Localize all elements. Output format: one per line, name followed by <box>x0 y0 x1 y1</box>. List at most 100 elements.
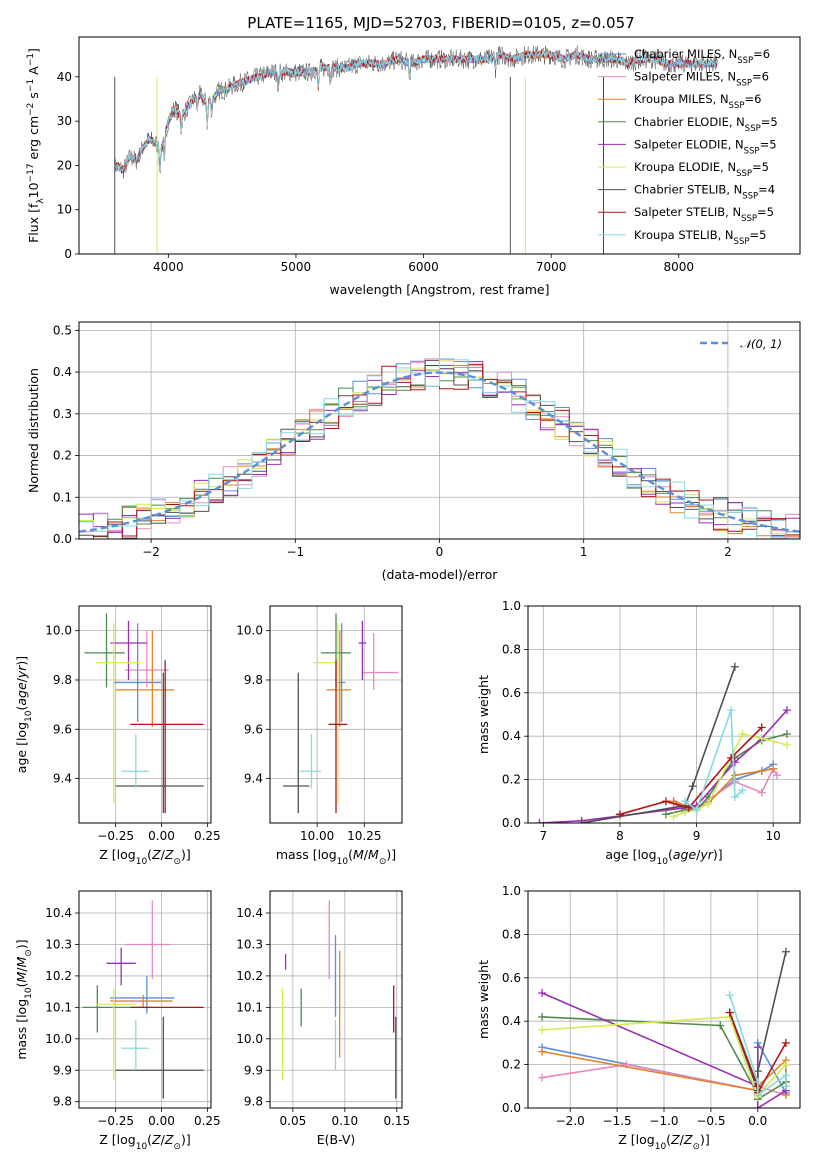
y-tick-label: 0 <box>64 247 72 261</box>
figure-title: PLATE=1165, MJD=52703, FIBERID=0105, z=0… <box>247 14 634 32</box>
spectrum-line-salpeter_stelib <box>114 50 718 174</box>
y-tick-label: 9.9 <box>53 1063 72 1077</box>
legend-label-chabrier_elodie: Chabrier ELODIE, NSSP=5 <box>634 115 778 134</box>
x-axis-label: E(B-V) <box>317 1132 356 1147</box>
legend-label-salpeter_stelib: Salpeter STELIB, NSSP=5 <box>634 205 774 224</box>
x-tick-label: 0.25 <box>194 829 221 843</box>
y-axis-label: Flux [fλ10−17 erg cm−2 s−1 A−1] <box>26 48 46 243</box>
legend-label-salpeter_miles: Salpeter MILES, NSSP=6 <box>634 70 769 89</box>
weight-marker-kroupa_stelib <box>738 786 747 795</box>
panel-mass_vs_ebv: 0.05 0.10 0.15 9.8 9.9 10.0 10.1 10.2 10.3 10.4 E(… <box>236 890 410 1147</box>
legend-label-kroupa_miles: Kroupa MILES, NSSP=6 <box>634 92 761 111</box>
x-axis-label: age [log10(age/yr)] <box>605 847 722 867</box>
panel-weight_vs_age: 7 8 9 10 0.0 0.2 0.4 0.6 0.8 1.0 mass weight age [l… <box>476 599 801 867</box>
weight-marker-chabrier_stelib <box>781 947 790 956</box>
spectrum-line-kroupa_miles <box>114 49 718 174</box>
x-tick-label: 0 <box>436 545 444 559</box>
y-tick-label: 9.8 <box>53 673 72 687</box>
weight-marker-chabrier_stelib <box>577 819 586 823</box>
weight-marker-kroupa_elodie <box>782 740 791 749</box>
panel-weight_vs_Z: −2.0 −1.5 −1.0 −0.5 0.0 0.0 0.2 0.4 0.6 0.8 1.0 mas… <box>476 884 801 1152</box>
y-axis-label: age [log10(age/yr)] <box>14 656 34 773</box>
spectrum-line-kroupa_elodie <box>114 49 718 173</box>
x-tick-label: −2 <box>142 545 160 559</box>
legend-label-kroupa_elodie: Kroupa ELODIE, NSSP=5 <box>634 160 769 179</box>
axes-frame <box>78 36 801 255</box>
y-tick-label: 10.0 <box>45 624 72 638</box>
y-tick-label: 1.0 <box>502 884 521 898</box>
weight-marker-salpeter_elodie <box>782 706 791 715</box>
weight-marker-salpeter_stelib <box>725 1008 734 1017</box>
weight-marker-chabrier_elodie <box>661 810 670 819</box>
axes-frame <box>269 890 403 1109</box>
y-tick-label: 9.6 <box>53 722 72 736</box>
weight-marker-salpeter_stelib <box>615 810 624 819</box>
axes-frame <box>78 890 212 1109</box>
plot-area <box>535 662 791 823</box>
weight-marker-kroupa_stelib <box>781 1082 790 1091</box>
x-tick-label: 0.00 <box>148 1114 175 1128</box>
y-tick-label: 10.2 <box>45 969 72 983</box>
axes-frame <box>269 605 403 824</box>
x-tick-label: −2.0 <box>556 1114 585 1128</box>
y-tick-label: 0.6 <box>502 686 521 700</box>
y-tick-label: 10.0 <box>236 1032 263 1046</box>
y-axis-label: mass weight <box>476 960 491 1039</box>
y-tick-label: 1.0 <box>502 599 521 613</box>
x-axis-label: Z [log10(Z/Z⊙)] <box>618 1132 710 1152</box>
spectrum-line-kroupa_stelib <box>114 50 718 173</box>
y-tick-label: 0.4 <box>53 365 72 379</box>
panel-mass_vs_Z: −0.25 0.00 0.25 9.8 9.9 10.0 10.1 10.2 10.3 10.4 Z… <box>14 890 221 1152</box>
weight-marker-kroupa_miles <box>538 1047 547 1056</box>
weight-marker-chabrier_elodie <box>782 730 791 739</box>
y-tick-label: 0.0 <box>502 1101 521 1115</box>
y-tick-label: 10.0 <box>45 1032 72 1046</box>
weight-marker-kroupa_stelib <box>753 1090 762 1099</box>
weight-marker-kroupa_elodie <box>538 1025 547 1034</box>
weight-marker-salpeter_stelib <box>757 723 766 732</box>
spectrum-line-salpeter_elodie <box>114 49 718 172</box>
weight-marker-kroupa_stelib <box>725 991 734 1000</box>
y-tick-label: 0.2 <box>502 773 521 787</box>
x-tick-label: 2 <box>724 545 732 559</box>
y-tick-label: 30 <box>57 114 72 128</box>
x-tick-label: −1.0 <box>649 1114 678 1128</box>
panel-spectrum: 4000 5000 6000 7000 8000 0 10 20 30 40 wavelength … <box>26 36 801 297</box>
axes-frame <box>78 321 801 540</box>
weight-marker-kroupa_stelib <box>692 805 701 814</box>
x-tick-label: 8 <box>616 829 624 843</box>
y-axis-label: Normed distribution <box>26 368 41 493</box>
weight-marker-salpeter_elodie <box>753 1104 762 1108</box>
y-axis-label: mass weight <box>476 675 491 754</box>
y-tick-label: 0.8 <box>502 927 521 941</box>
y-tick-label: 0.5 <box>53 323 72 337</box>
y-tick-label: 0.8 <box>502 642 521 656</box>
weight-line-salpeter_stelib <box>619 726 763 816</box>
weight-marker-chabrier_elodie <box>716 1021 725 1030</box>
y-tick-label: 10.2 <box>236 969 263 983</box>
x-axis-label: (data-model)/error <box>382 567 499 582</box>
y-tick-label: 10.1 <box>236 1000 263 1014</box>
y-tick-label: 9.9 <box>244 1063 263 1077</box>
x-tick-label: 9 <box>693 829 701 843</box>
weight-marker-kroupa_stelib <box>781 1071 790 1080</box>
axes-frame <box>527 605 801 824</box>
weight-marker-salpeter_stelib <box>781 1038 790 1047</box>
y-tick-label: 10.4 <box>45 906 72 920</box>
plot-area <box>114 45 718 254</box>
x-tick-label: −1.5 <box>603 1114 632 1128</box>
x-tick-label: 5000 <box>281 260 312 274</box>
x-tick-label: −0.25 <box>97 1114 134 1128</box>
y-tick-label: 9.6 <box>244 722 263 736</box>
weight-marker-chabrier_stelib <box>753 1067 762 1076</box>
y-tick-label: 0.2 <box>502 1058 521 1072</box>
weight-marker-chabrier_stelib <box>688 782 697 791</box>
y-tick-label: 9.8 <box>53 1095 72 1109</box>
y-tick-label: 10.3 <box>236 937 263 951</box>
legend-label-kroupa_stelib: Kroupa STELIB, NSSP=5 <box>634 228 766 247</box>
weight-marker-kroupa_elodie <box>704 799 713 808</box>
x-tick-label: 8000 <box>663 260 694 274</box>
y-tick-label: 10.1 <box>45 1000 72 1014</box>
y-tick-label: 10.4 <box>236 906 263 920</box>
weight-marker-kroupa_stelib <box>727 706 736 715</box>
